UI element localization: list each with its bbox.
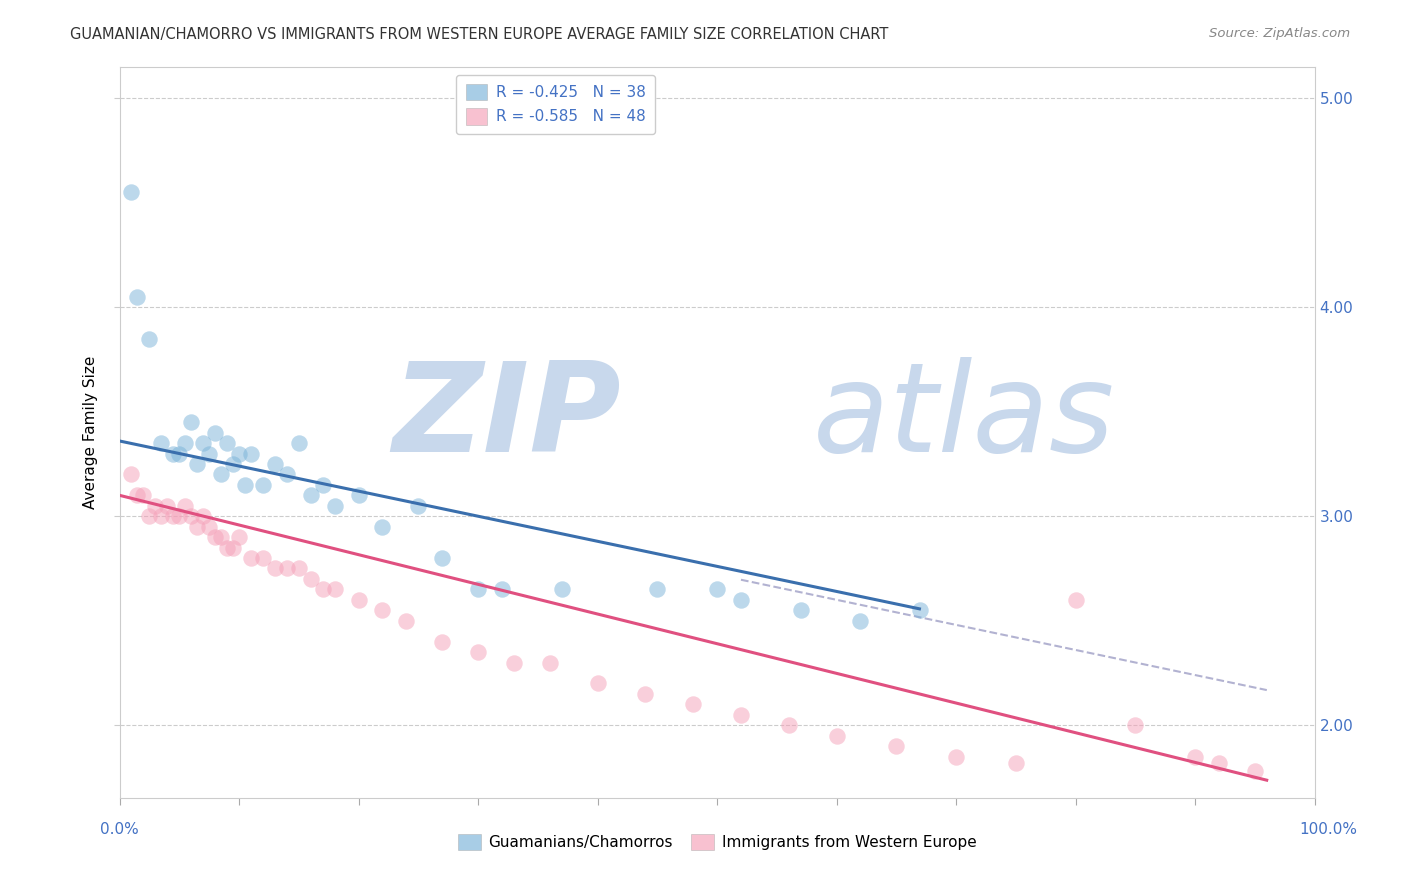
Point — [945, 749, 967, 764]
Point — [156, 499, 179, 513]
Point — [186, 457, 208, 471]
Point — [252, 551, 274, 566]
Point — [186, 519, 208, 533]
Point — [150, 436, 173, 450]
Point — [1125, 718, 1147, 732]
Point — [239, 446, 263, 460]
Point — [169, 509, 191, 524]
Point — [127, 488, 149, 502]
Point — [371, 519, 394, 533]
Point — [239, 551, 263, 566]
Point — [312, 582, 335, 597]
Point — [647, 582, 669, 597]
Point — [849, 614, 872, 628]
Point — [228, 530, 250, 544]
Point — [222, 457, 245, 471]
Point — [145, 499, 166, 513]
Point — [432, 634, 454, 648]
Point — [910, 603, 932, 617]
Point — [347, 488, 370, 502]
Point — [162, 509, 184, 524]
Point — [150, 509, 173, 524]
Point — [790, 603, 813, 617]
Point — [252, 478, 274, 492]
Point — [634, 687, 657, 701]
Text: ZIP: ZIP — [392, 358, 621, 478]
Point — [121, 186, 143, 200]
Point — [209, 467, 232, 482]
Point — [682, 698, 704, 712]
Point — [217, 436, 239, 450]
Text: atlas: atlas — [813, 358, 1115, 478]
Point — [432, 551, 454, 566]
Point — [503, 656, 526, 670]
Point — [180, 415, 202, 429]
Point — [191, 436, 215, 450]
Y-axis label: Average Family Size: Average Family Size — [83, 356, 98, 509]
Point — [121, 467, 143, 482]
Point — [323, 499, 346, 513]
Point — [127, 290, 149, 304]
Point — [276, 561, 298, 575]
Point — [1064, 592, 1087, 607]
Point — [204, 425, 226, 440]
Point — [491, 582, 513, 597]
Point — [162, 446, 184, 460]
Point — [551, 582, 574, 597]
Point — [312, 478, 335, 492]
Point — [138, 509, 160, 524]
Point — [276, 467, 298, 482]
Point — [586, 676, 609, 690]
Point — [204, 530, 226, 544]
Point — [264, 457, 287, 471]
Point — [1208, 756, 1230, 770]
Point — [174, 499, 197, 513]
Point — [198, 446, 221, 460]
Point — [209, 530, 232, 544]
Point — [371, 603, 394, 617]
Point — [886, 739, 908, 753]
Point — [198, 519, 221, 533]
Point — [467, 645, 489, 659]
Point — [138, 332, 160, 346]
Point — [706, 582, 728, 597]
Point — [825, 729, 848, 743]
Point — [347, 592, 370, 607]
Point — [217, 541, 239, 555]
Point — [299, 572, 322, 586]
Point — [180, 509, 202, 524]
Point — [538, 656, 561, 670]
Point — [395, 614, 418, 628]
Point — [1184, 749, 1206, 764]
Point — [233, 478, 256, 492]
Point — [191, 509, 215, 524]
Point — [228, 446, 250, 460]
Point — [408, 499, 430, 513]
Legend: Guamanians/Chamorros, Immigrants from Western Europe: Guamanians/Chamorros, Immigrants from We… — [451, 829, 983, 856]
Point — [288, 436, 311, 450]
Point — [1244, 764, 1267, 779]
Point — [169, 446, 191, 460]
Point — [730, 707, 752, 722]
Text: GUAMANIAN/CHAMORRO VS IMMIGRANTS FROM WESTERN EUROPE AVERAGE FAMILY SIZE CORRELA: GUAMANIAN/CHAMORRO VS IMMIGRANTS FROM WE… — [70, 27, 889, 42]
Point — [288, 561, 311, 575]
Text: 100.0%: 100.0% — [1299, 822, 1358, 837]
Point — [174, 436, 197, 450]
Text: 0.0%: 0.0% — [100, 822, 139, 837]
Point — [730, 592, 752, 607]
Point — [222, 541, 245, 555]
Point — [323, 582, 346, 597]
Point — [132, 488, 155, 502]
Point — [264, 561, 287, 575]
Point — [778, 718, 800, 732]
Text: Source: ZipAtlas.com: Source: ZipAtlas.com — [1209, 27, 1350, 40]
Point — [299, 488, 322, 502]
Point — [1005, 756, 1028, 770]
Point — [467, 582, 489, 597]
